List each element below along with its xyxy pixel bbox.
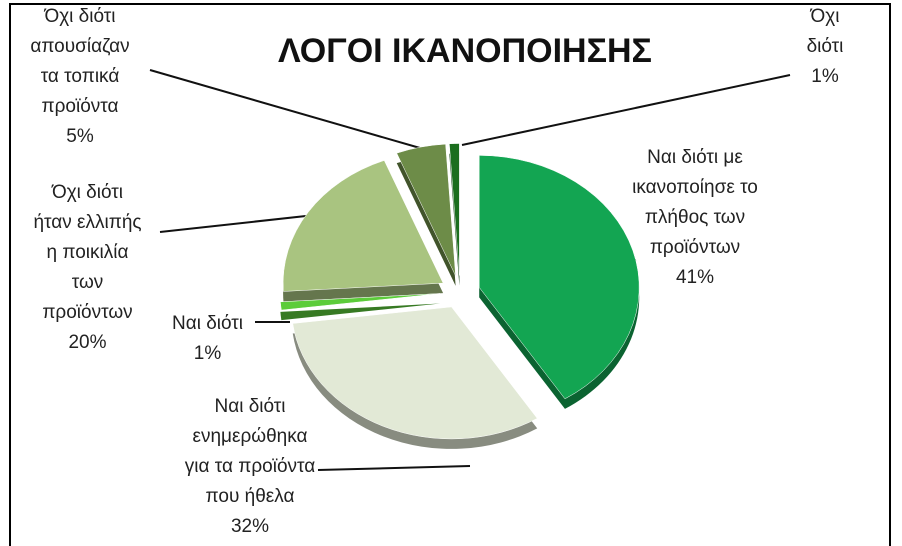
frame xyxy=(9,3,891,546)
slice xyxy=(282,160,444,292)
value-label: 1% xyxy=(811,66,839,87)
category-label: Ναι διότι ενημερώθηκα για τα προϊόντα πο… xyxy=(184,396,316,507)
data-label: Ναι διότι ενημερώθηκα για τα προϊόντα πο… xyxy=(175,392,325,542)
slice-side xyxy=(280,303,441,321)
value-label: 1% xyxy=(193,343,222,364)
category-label: Ναι διότι xyxy=(171,313,244,334)
chart-title: ΛΟΓΟΙ ΙΚΑΝΟΠΟΙΗΣΗΣ xyxy=(278,32,652,70)
data-label: Ναι διότι με ικανοποίησε το πλήθος των π… xyxy=(615,143,775,293)
slice xyxy=(449,143,460,276)
category-label: Όχι διότι απουσίαζαν τα τοπικά προϊόντα xyxy=(30,6,130,117)
data-label: Ναι διότι 1% xyxy=(150,309,265,369)
leader-line xyxy=(317,465,471,471)
category-label: Όχι διότι xyxy=(806,6,844,57)
pie xyxy=(280,143,640,449)
value-label: 32% xyxy=(230,516,270,537)
slice xyxy=(478,155,640,400)
leader-lines xyxy=(149,69,791,471)
data-label: Όχι διότι ήταν ελλιπής η ποικιλία των πρ… xyxy=(10,178,165,358)
leader-line xyxy=(461,74,791,146)
leader-line xyxy=(159,214,316,233)
slice xyxy=(396,143,456,277)
category-label: Ναι διότι με ικανοποίησε το πλήθος των π… xyxy=(632,147,758,258)
leader-line xyxy=(149,69,421,149)
value-label: 5% xyxy=(66,126,94,147)
slice xyxy=(280,293,441,311)
value-label: 20% xyxy=(68,332,107,353)
data-label: Όχι διότι 1% xyxy=(770,2,880,92)
category-label: Όχι διότι ήταν ελλιπής η ποικιλία των πρ… xyxy=(33,182,142,323)
data-label: Όχι διότι απουσίαζαν τα τοπικά προϊόντα 5… xyxy=(10,2,150,152)
value-label: 41% xyxy=(675,267,715,288)
slice xyxy=(292,306,538,440)
